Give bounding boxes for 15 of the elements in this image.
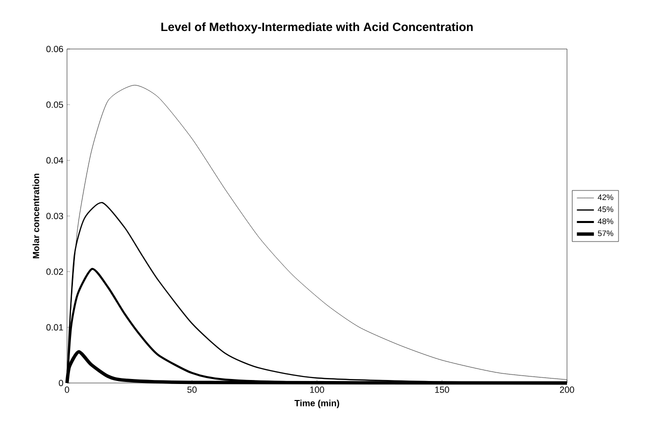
y-tick-label: 0.01 <box>46 324 64 331</box>
y-tick-label: 0.05 <box>46 101 64 108</box>
x-tick-label: 50 <box>187 386 197 393</box>
y-tick-label: 0.04 <box>46 157 64 164</box>
x-tick-label: 200 <box>560 386 574 393</box>
x-tick-label: 0 <box>64 386 70 393</box>
x-tick-label: 150 <box>435 386 450 393</box>
y-tick-label: 0 <box>58 380 64 386</box>
x-axis-title: Time (min) <box>294 400 340 408</box>
y-tick-label: 0.03 <box>46 212 64 220</box>
y-axis-title: Molar concentration <box>32 174 40 258</box>
chart-title: Level of Methoxy-Intermediate with Acid Concentration <box>161 22 473 34</box>
x-tick-label: 100 <box>310 386 324 393</box>
y-tick-label: 0.02 <box>46 268 64 275</box>
y-tick-label: 0.06 <box>46 46 64 52</box>
